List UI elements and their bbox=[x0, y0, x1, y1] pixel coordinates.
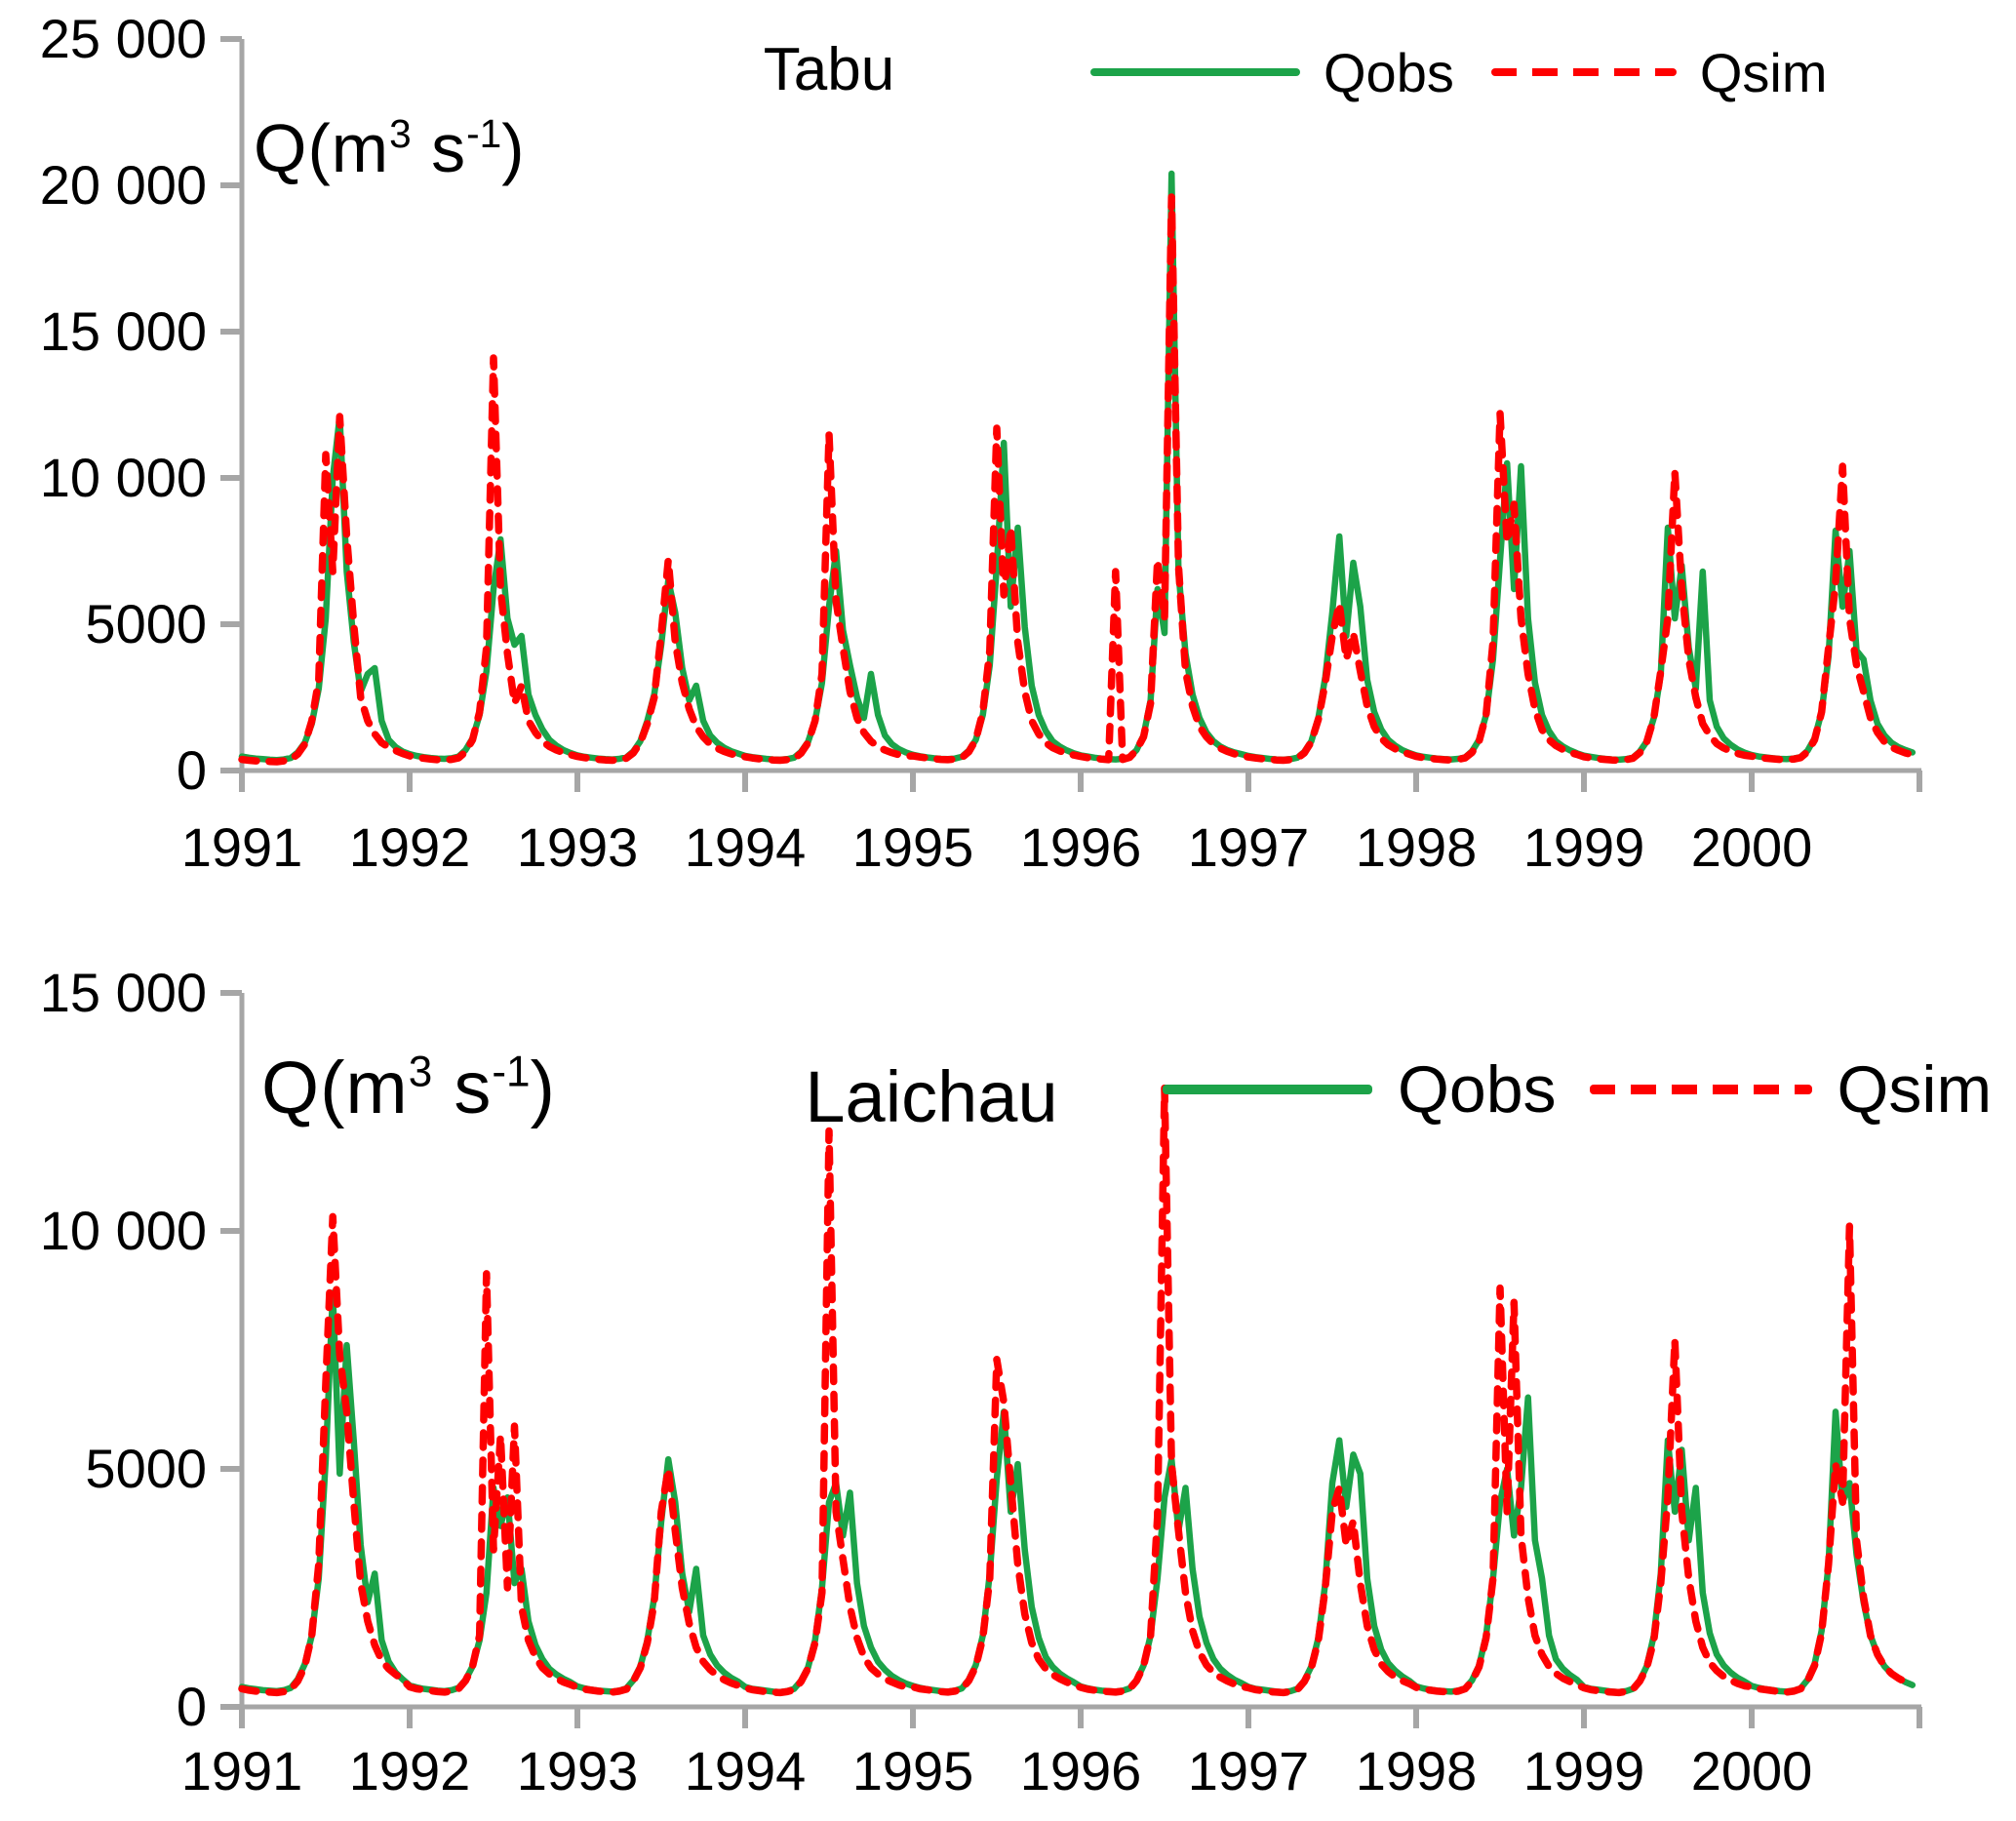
x-tick-label: 1992 bbox=[349, 1740, 471, 1801]
laichau-qsim-line bbox=[238, 1084, 1917, 1697]
x-tick-label: 2000 bbox=[1691, 816, 1813, 878]
x-tick-label: 1997 bbox=[1188, 816, 1310, 878]
tabu-y-axis-label-text: Q(m bbox=[254, 110, 390, 186]
x-tick-label: 1999 bbox=[1523, 1740, 1645, 1801]
tabu-y-axis-label-close: ) bbox=[501, 110, 526, 186]
laichau-y-axis-label-s: s bbox=[432, 1047, 493, 1129]
y-tick-label: 20 000 bbox=[40, 154, 207, 216]
qobs-legend-label: Qobs bbox=[1324, 41, 1454, 103]
tabu-legend: Qobs Qsim bbox=[1090, 35, 1828, 109]
x-tick-label: 1999 bbox=[1523, 816, 1645, 878]
laichau-legend: Qobs Qsim bbox=[1163, 1046, 1992, 1133]
x-tick-label: 1998 bbox=[1356, 1740, 1478, 1801]
x-tick-label: 1993 bbox=[517, 1740, 639, 1801]
tabu-qsim-line bbox=[238, 193, 1917, 766]
y-tick-label: 25 000 bbox=[40, 8, 207, 69]
x-tick-label: 1991 bbox=[181, 816, 303, 878]
y-tick-label: 0 bbox=[177, 1676, 207, 1737]
laichau-chart-title: Laichau bbox=[805, 1056, 1058, 1137]
qsim-dashed-swatch bbox=[1589, 1085, 1812, 1094]
x-tick-label: 1995 bbox=[852, 816, 974, 878]
tabu-y-axis-label-sup-1: -1 bbox=[466, 110, 502, 156]
y-tick-label: 10 000 bbox=[40, 447, 207, 508]
x-tick-label: 1997 bbox=[1188, 1740, 1310, 1801]
x-tick-label: 1994 bbox=[685, 816, 807, 878]
laichau-y-axis-label-text: Q(m bbox=[261, 1047, 409, 1129]
tabu-y-axis-label-sup3: 3 bbox=[389, 110, 412, 156]
x-tick-label: 1996 bbox=[1020, 816, 1142, 878]
x-tick-label: 1994 bbox=[685, 1740, 807, 1801]
qobs-line-swatch bbox=[1163, 1085, 1372, 1094]
x-tick-label: 1995 bbox=[852, 1740, 974, 1801]
x-tick-label: 1998 bbox=[1356, 816, 1478, 878]
y-tick-label: 10 000 bbox=[40, 1200, 207, 1261]
y-tick-label: 15 000 bbox=[40, 300, 207, 362]
x-tick-label: 2000 bbox=[1691, 1740, 1813, 1801]
tabu-y-axis-label: Q(m3 s-1) bbox=[254, 109, 526, 187]
laichau-y-axis-label-close: ) bbox=[530, 1047, 556, 1129]
qsim-legend-label: Qsim bbox=[1837, 1052, 1993, 1127]
laichau-y-axis-label-sup-1: -1 bbox=[492, 1048, 531, 1096]
qobs-legend-label: Qobs bbox=[1398, 1052, 1557, 1127]
tabu-plot-svg: 25 000 20 000 15 000 10 000 5000 0 1991 1992 199… bbox=[40, 8, 1922, 878]
qsim-dashed-swatch bbox=[1490, 68, 1677, 76]
laichau-y-axis-label-sup3: 3 bbox=[408, 1048, 433, 1096]
y-tick-label: 5000 bbox=[85, 1438, 207, 1499]
y-tick-label: 5000 bbox=[85, 593, 207, 654]
x-tick-label: 1993 bbox=[517, 816, 639, 878]
x-tick-label: 1996 bbox=[1020, 1740, 1142, 1801]
y-tick-label: 0 bbox=[177, 739, 207, 801]
y-tick-label: 15 000 bbox=[40, 962, 207, 1023]
tabu-y-axis-label-s: s bbox=[411, 110, 467, 186]
laichau-y-axis-label: Q(m3 s-1) bbox=[261, 1046, 556, 1130]
tabu-chart-title: Tabu bbox=[763, 36, 895, 103]
x-tick-label: 1992 bbox=[349, 816, 471, 878]
x-tick-label: 1991 bbox=[181, 1740, 303, 1801]
qsim-legend-label: Qsim bbox=[1699, 41, 1828, 103]
qobs-line-swatch bbox=[1090, 68, 1300, 76]
